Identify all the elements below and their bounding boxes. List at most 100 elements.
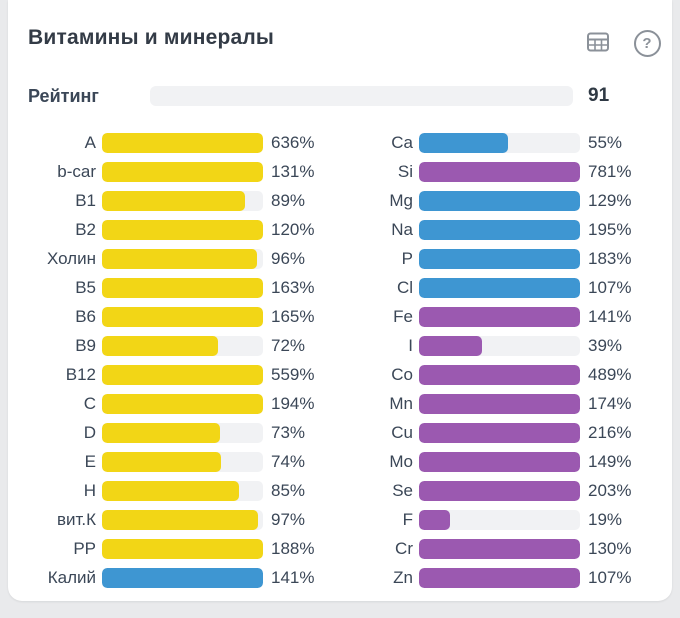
- nutrient-bar-fill: [419, 191, 580, 211]
- nutrient-label: Se: [392, 481, 413, 500]
- nutrient-bar-fill: [419, 336, 482, 356]
- nutrient-row: PP 188%: [8, 539, 348, 559]
- nutrient-bar-track: [419, 423, 580, 443]
- nutrient-value: 74%: [271, 452, 306, 471]
- nutrient-value: 194%: [271, 394, 315, 413]
- nutrient-label: Калий: [47, 568, 96, 587]
- nutrient-label: PP: [73, 539, 96, 558]
- nutrient-bar-fill: [102, 510, 259, 530]
- nutrient-bar-track: [419, 336, 580, 356]
- nutrient-row: I 39%: [348, 336, 680, 356]
- nutrient-bar-track: [419, 162, 580, 182]
- nutrient-bar-track: [102, 133, 263, 153]
- rating-value: 91: [588, 85, 610, 106]
- nutrient-bar-fill: [419, 452, 580, 472]
- nutrient-bar-track: [102, 336, 263, 356]
- nutrient-value: 72%: [271, 336, 306, 355]
- table-grid-icon: [585, 29, 611, 58]
- nutrient-row: Mn 174%: [348, 394, 680, 414]
- nutrient-bar-track: [419, 307, 580, 327]
- nutrient-value: 636%: [271, 133, 315, 152]
- nutrient-bar-track: [102, 278, 263, 298]
- nutrient-bar-fill: [102, 423, 220, 443]
- nutrient-bar-track: [102, 307, 263, 327]
- nutrient-bar-track: [102, 510, 263, 530]
- nutrient-row: Si 781%: [348, 162, 680, 182]
- nutrient-value: 55%: [588, 133, 623, 152]
- nutrient-label: B12: [65, 365, 96, 384]
- nutrient-value: 559%: [271, 365, 315, 384]
- nutrient-label: B9: [75, 336, 96, 355]
- nutrient-label: Cu: [391, 423, 413, 442]
- nutrient-bar-track: [419, 539, 580, 559]
- nutrient-bar-fill: [102, 249, 257, 269]
- nutrient-value: 73%: [271, 423, 306, 442]
- question-mark-circle-icon: ?: [633, 29, 661, 57]
- nutrient-row: B1 89%: [8, 191, 348, 211]
- nutrient-bar-track: [102, 162, 263, 182]
- nutrient-row: E 74%: [8, 452, 348, 472]
- nutrient-bar-track: [102, 191, 263, 211]
- nutrient-bar-track: [102, 539, 263, 559]
- nutrient-row: A 636%: [8, 133, 348, 153]
- table-view-button[interactable]: [584, 29, 612, 57]
- nutrient-bar-track: [419, 481, 580, 501]
- nutrient-value: 141%: [588, 307, 632, 326]
- nutrient-bar-track: [419, 133, 580, 153]
- nutrient-value: 129%: [588, 191, 632, 210]
- nutrient-value: 183%: [588, 249, 632, 268]
- nutrient-bar-track: [419, 568, 580, 588]
- nutrient-bar-fill: [102, 307, 263, 327]
- nutrient-value: 97%: [271, 510, 306, 529]
- nutrient-row: Co 489%: [348, 365, 680, 385]
- nutrient-value: 107%: [588, 278, 632, 297]
- nutrient-row: Zn 107%: [348, 568, 680, 588]
- nutrient-row: Mg 129%: [348, 191, 680, 211]
- nutrient-bar-track: [102, 568, 263, 588]
- nutrient-label: Na: [391, 220, 413, 239]
- nutrient-bar-fill: [102, 394, 263, 414]
- nutrient-row: вит.К 97%: [8, 510, 348, 530]
- nutrient-value: 165%: [271, 307, 315, 326]
- nutrient-bar-track: [419, 249, 580, 269]
- nutrient-value: 85%: [271, 481, 306, 500]
- nutrient-value: 130%: [588, 539, 632, 558]
- nutrient-value: 131%: [271, 162, 315, 181]
- nutrient-value: 89%: [271, 191, 306, 210]
- nutrient-bar-track: [102, 481, 263, 501]
- nutrient-label: H: [83, 481, 96, 500]
- nutrient-bar-track: [419, 510, 580, 530]
- nutrient-value: 39%: [588, 336, 623, 355]
- nutrient-row: C 194%: [8, 394, 348, 414]
- nutrient-bar-track: [102, 423, 263, 443]
- nutrient-bar-track: [102, 452, 263, 472]
- nutrient-bar-fill: [102, 336, 218, 356]
- nutrient-label: Co: [391, 365, 413, 384]
- nutrient-bar-fill: [102, 191, 246, 211]
- nutrient-row: Холин 96%: [8, 249, 348, 269]
- nutrient-label: A: [84, 133, 96, 152]
- page-title: Витамины и минералы: [28, 26, 275, 49]
- nutrient-value: 19%: [588, 510, 623, 529]
- nutrient-bar-fill: [102, 568, 263, 588]
- nutrient-bar-fill: [102, 481, 239, 501]
- help-button[interactable]: ?: [633, 29, 661, 57]
- nutrient-label: C: [83, 394, 96, 413]
- nutrient-value: 107%: [588, 568, 632, 587]
- nutrient-row: F 19%: [348, 510, 680, 530]
- nutrient-bar-fill: [419, 510, 450, 530]
- nutrient-row: Cu 216%: [348, 423, 680, 443]
- nutrient-value: 216%: [588, 423, 632, 442]
- minerals-column: Ca 55% Si 781% Mg 129% Na 195% P 183% Cl: [348, 133, 680, 588]
- nutrient-row: B2 120%: [8, 220, 348, 240]
- nutrient-value: 120%: [271, 220, 315, 239]
- nutrient-row: Se 203%: [348, 481, 680, 501]
- nutrient-row: Cl 107%: [348, 278, 680, 298]
- nutrient-row: H 85%: [8, 481, 348, 501]
- nutrient-bar-fill: [419, 278, 580, 298]
- nutrient-row: Cr 130%: [348, 539, 680, 559]
- nutrient-bar-fill: [419, 394, 580, 414]
- nutrient-label: B2: [75, 220, 96, 239]
- nutrient-value: 174%: [588, 394, 632, 413]
- nutrient-value: 149%: [588, 452, 632, 471]
